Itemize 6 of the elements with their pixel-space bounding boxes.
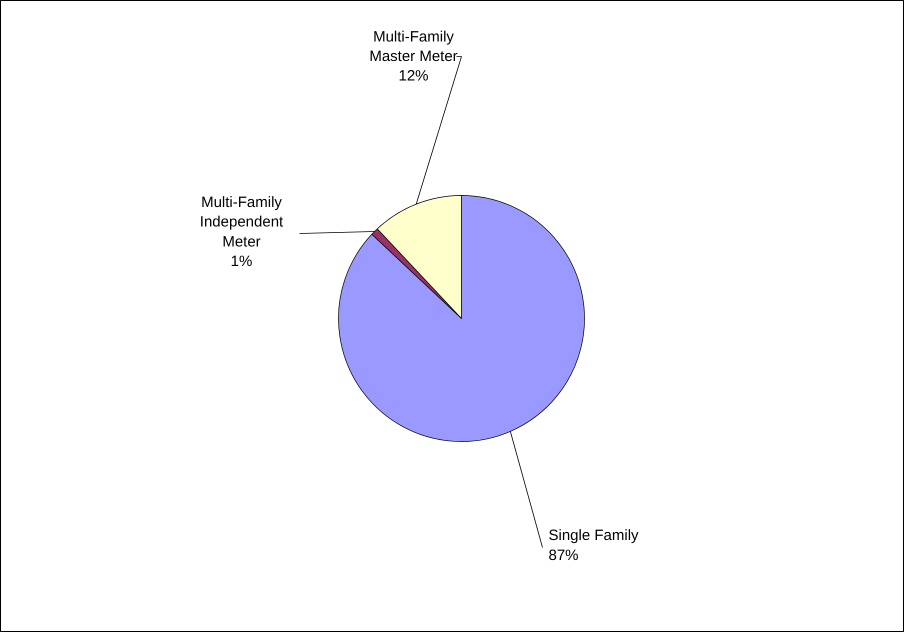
data-label: 12% xyxy=(398,68,429,85)
slice-label: Single Family xyxy=(548,527,640,544)
data-label: 1% xyxy=(230,252,252,270)
slice-label: Multi-Family Master Meter xyxy=(369,28,458,65)
data-label: 87% xyxy=(548,546,579,564)
slice-label: Multi-Family Independent Meter xyxy=(200,194,284,250)
